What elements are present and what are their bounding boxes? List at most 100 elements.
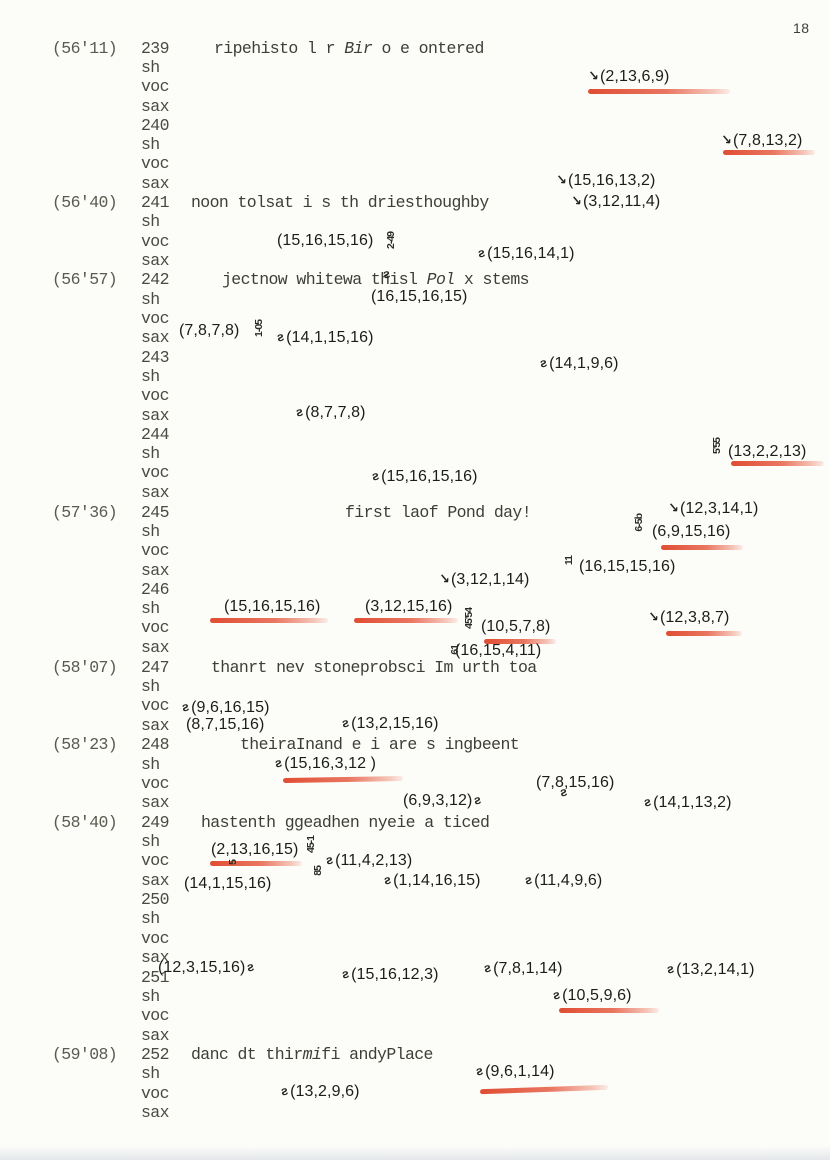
measure-number: 243: [141, 348, 170, 367]
lyric-line: ripehisto l r Bir o e ontered: [214, 39, 484, 58]
handwritten-mark-icon: ↘: [647, 608, 660, 625]
tuple-text: (10,5,9,6): [562, 987, 632, 1004]
track-label: sh: [141, 135, 160, 154]
track-label: voc: [141, 309, 170, 328]
tuple-text: (15,16,14,1): [487, 245, 575, 262]
track-label: voc: [141, 929, 170, 948]
tuple-text: (16,15,16,15): [371, 288, 468, 305]
track-label: voc: [141, 618, 170, 637]
tuple-annotation: (6,9,3,12)ƨ: [403, 792, 484, 809]
tuple-text: (11,4,2,13): [335, 852, 413, 869]
tuple-annotation: ↘(3,12,11,4): [570, 192, 660, 210]
tuple-annotation: (16,15,4,11): [455, 642, 542, 659]
track-label: sax: [141, 251, 170, 270]
timestamp: (56'57): [52, 270, 118, 289]
red-underline: [559, 1008, 659, 1013]
handwritten-mark-icon: ƨ: [245, 959, 257, 975]
lyric-line: theiraInand e i are s ingbeent: [240, 736, 520, 753]
tuple-text: (10,5,7,8): [481, 618, 551, 635]
lyric-segment-italic: Bir: [344, 39, 373, 58]
tuple-annotation: ↘(7,8,13,2): [720, 132, 802, 149]
tuple-annotation: ƨ(7,8,1,14): [482, 960, 563, 977]
tuple-text: (8,7,7,8): [305, 404, 366, 421]
track-label: sh: [141, 599, 160, 618]
measure-number: 250: [141, 890, 170, 909]
tuple-annotation: (3,12,15,16): [365, 599, 452, 615]
tuple-annotation: ↘(15,16,13,2): [555, 172, 655, 189]
measure-number: 240: [141, 116, 170, 135]
track-label: sh: [141, 909, 160, 928]
tuple-text: (7,8,1,14): [493, 960, 563, 977]
track-label: sax: [141, 483, 170, 502]
lyric-segment: fi andyPlace: [321, 1045, 433, 1064]
tuple-annotation: ƨ(15,16,15,16): [370, 468, 478, 485]
track-label: sax: [141, 561, 170, 580]
tuple-annotation: ƨ(10,5,9,6): [551, 987, 632, 1004]
tuple-text: (2,13,16,15): [211, 841, 299, 858]
handwritten-mark-icon: ƨ: [340, 715, 351, 731]
tuple-text: (14,1,15,16): [184, 875, 272, 892]
tuple-text: (13,2,2,13): [728, 443, 807, 460]
tuple-annotation: (10,5,7,8): [481, 618, 551, 635]
handwritten-mark-icon: ↘: [570, 192, 583, 209]
handwritten-vertical-mark: 45'54: [463, 608, 475, 629]
tuple-annotation: ƨ(15,16,14,1): [476, 245, 575, 262]
tuple-annotation: (12,3,15,16)ƨ: [158, 959, 257, 975]
tuple-text: (3,12,1,14): [451, 571, 530, 588]
track-label: sax: [141, 406, 170, 425]
red-underline: [282, 775, 404, 783]
tuple-text: (16,15,4,11): [455, 642, 542, 659]
tuple-annotation: ƨ(11,4,2,13): [324, 852, 413, 869]
red-underline: [479, 1084, 609, 1094]
tuple-annotation: ƨ(9,6,16,15): [180, 699, 270, 715]
tuple-annotation: ↘(12,3,8,7): [647, 608, 729, 626]
tuple-text: (14,1,13,2): [653, 794, 732, 811]
tuple-text: (15,16,15,16): [381, 468, 478, 485]
red-underline: [354, 618, 458, 623]
handwritten-mark-icon: ↘: [438, 570, 451, 587]
handwritten-mark-icon: ƨ: [642, 794, 653, 810]
track-label: sax: [141, 716, 170, 735]
handwritten-mark-icon: ↘: [667, 499, 680, 516]
handwritten-vertical-mark: 2-49: [385, 232, 397, 250]
tuple-annotation: ƨ(15,16,12,3): [340, 966, 439, 982]
handwritten-mark-icon: ƨ: [294, 404, 305, 420]
lyric-segment: x stems: [454, 270, 530, 289]
tuple-annotation: ↘(3,12,1,14): [438, 570, 530, 588]
handwritten-mark-icon: ƨ: [180, 699, 191, 715]
track-label: voc: [141, 77, 170, 96]
tuple-annotation: ƨ(1,14,16,15): [382, 872, 481, 888]
tuple-text: (9,6,1,14): [485, 1063, 555, 1080]
track-label: sax: [141, 1103, 170, 1122]
tuple-annotation: ƨ(8,7,7,8): [294, 404, 366, 421]
lyric-segment: hastenth ggeadhen nyeie a ticed: [201, 813, 490, 832]
measure-number: 252: [141, 1045, 170, 1064]
track-label: sh: [141, 58, 160, 77]
handwritten-mark-icon: ƨ: [665, 961, 676, 977]
track-label: sh: [141, 290, 160, 309]
lyric-line: danc dt thirmifi andyPlace: [191, 1045, 433, 1064]
tuple-annotation: (14,1,15,16): [184, 875, 272, 892]
handwritten-mark-icon: ƨ: [476, 245, 487, 261]
track-label: voc: [141, 232, 170, 251]
track-label: sh: [141, 522, 160, 541]
red-underline: [731, 461, 824, 466]
lyric-segment: o e ontered: [372, 39, 484, 58]
measure-number: 244: [141, 425, 170, 444]
red-underline: [661, 545, 743, 550]
tuple-text: (14,1,15,16): [286, 329, 374, 346]
handwritten-mark-icon: ƨ: [472, 792, 484, 808]
timestamp: (57'36): [52, 503, 118, 522]
timestamp: (58'23): [52, 735, 118, 754]
track-label: voc: [141, 774, 170, 793]
tuple-text: (6,9,3,12): [403, 792, 473, 809]
lyric-segment: noon tolsat i s th driesthoughby: [191, 193, 489, 212]
lyric-line: hastenth ggeadhen nyeie a ticed: [201, 813, 490, 832]
lyric-segment: danc dt thir: [191, 1045, 303, 1064]
tuple-annotation: (16,15,15,16): [579, 559, 675, 575]
handwritten-mark-icon: ƨ: [523, 872, 534, 888]
tuple-annotation: ƨ(14,1,9,6): [538, 355, 619, 371]
measure-number: 249: [141, 813, 170, 832]
tuple-annotation: (15,16,15,16): [277, 233, 373, 249]
handwritten-mark-icon: ƨ: [275, 329, 286, 345]
